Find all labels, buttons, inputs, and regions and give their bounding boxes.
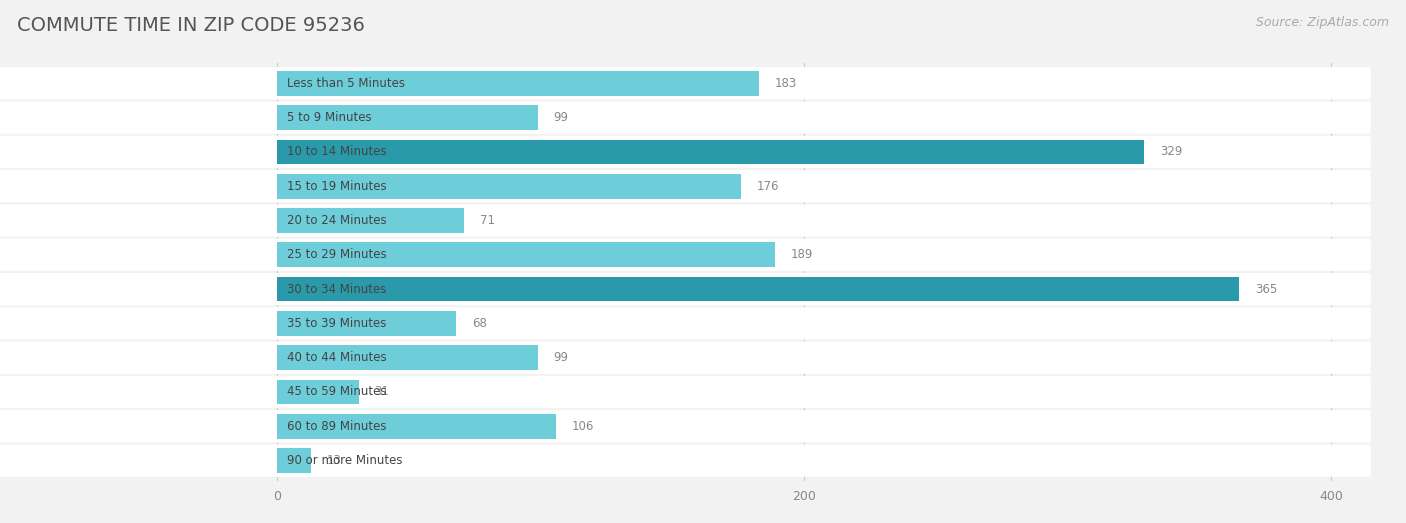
- FancyBboxPatch shape: [0, 170, 1371, 202]
- FancyBboxPatch shape: [0, 238, 1371, 271]
- Bar: [277, 140, 1144, 164]
- Text: 35 to 39 Minutes: 35 to 39 Minutes: [287, 317, 387, 330]
- FancyBboxPatch shape: [0, 101, 1371, 134]
- Text: 99: 99: [554, 351, 568, 364]
- Bar: [277, 277, 1239, 301]
- Bar: [277, 243, 775, 267]
- Bar: [277, 380, 359, 404]
- FancyBboxPatch shape: [0, 376, 1371, 408]
- Text: Less than 5 Minutes: Less than 5 Minutes: [287, 77, 405, 90]
- Text: 10 to 14 Minutes: 10 to 14 Minutes: [287, 145, 387, 158]
- FancyBboxPatch shape: [0, 273, 1371, 305]
- Bar: [277, 105, 537, 130]
- Text: 25 to 29 Minutes: 25 to 29 Minutes: [287, 248, 387, 262]
- Text: 40 to 44 Minutes: 40 to 44 Minutes: [287, 351, 387, 364]
- Text: 30 to 34 Minutes: 30 to 34 Minutes: [287, 282, 387, 295]
- Text: 71: 71: [479, 214, 495, 227]
- FancyBboxPatch shape: [0, 342, 1371, 374]
- Bar: [277, 174, 741, 199]
- Text: 13: 13: [326, 454, 342, 467]
- Text: 20 to 24 Minutes: 20 to 24 Minutes: [287, 214, 387, 227]
- Bar: [277, 345, 537, 370]
- Text: 5 to 9 Minutes: 5 to 9 Minutes: [287, 111, 373, 124]
- FancyBboxPatch shape: [0, 308, 1371, 339]
- Text: 365: 365: [1256, 282, 1277, 295]
- Bar: [277, 208, 464, 233]
- FancyBboxPatch shape: [0, 136, 1371, 168]
- Bar: [277, 311, 456, 336]
- Text: Source: ZipAtlas.com: Source: ZipAtlas.com: [1256, 16, 1389, 29]
- Bar: [277, 71, 759, 96]
- Text: 99: 99: [554, 111, 568, 124]
- FancyBboxPatch shape: [0, 445, 1371, 476]
- Text: 68: 68: [472, 317, 486, 330]
- Text: 90 or more Minutes: 90 or more Minutes: [287, 454, 404, 467]
- FancyBboxPatch shape: [0, 67, 1371, 99]
- Text: 183: 183: [775, 77, 797, 90]
- Text: 15 to 19 Minutes: 15 to 19 Minutes: [287, 180, 387, 192]
- FancyBboxPatch shape: [0, 204, 1371, 236]
- Text: 329: 329: [1160, 145, 1182, 158]
- Text: 60 to 89 Minutes: 60 to 89 Minutes: [287, 420, 387, 433]
- Text: 189: 189: [790, 248, 813, 262]
- Text: 106: 106: [572, 420, 595, 433]
- Text: 31: 31: [374, 385, 389, 399]
- Bar: [277, 414, 557, 439]
- FancyBboxPatch shape: [0, 410, 1371, 442]
- Bar: [277, 448, 311, 473]
- Text: 45 to 59 Minutes: 45 to 59 Minutes: [287, 385, 387, 399]
- Text: 176: 176: [756, 180, 779, 192]
- Text: COMMUTE TIME IN ZIP CODE 95236: COMMUTE TIME IN ZIP CODE 95236: [17, 16, 364, 35]
